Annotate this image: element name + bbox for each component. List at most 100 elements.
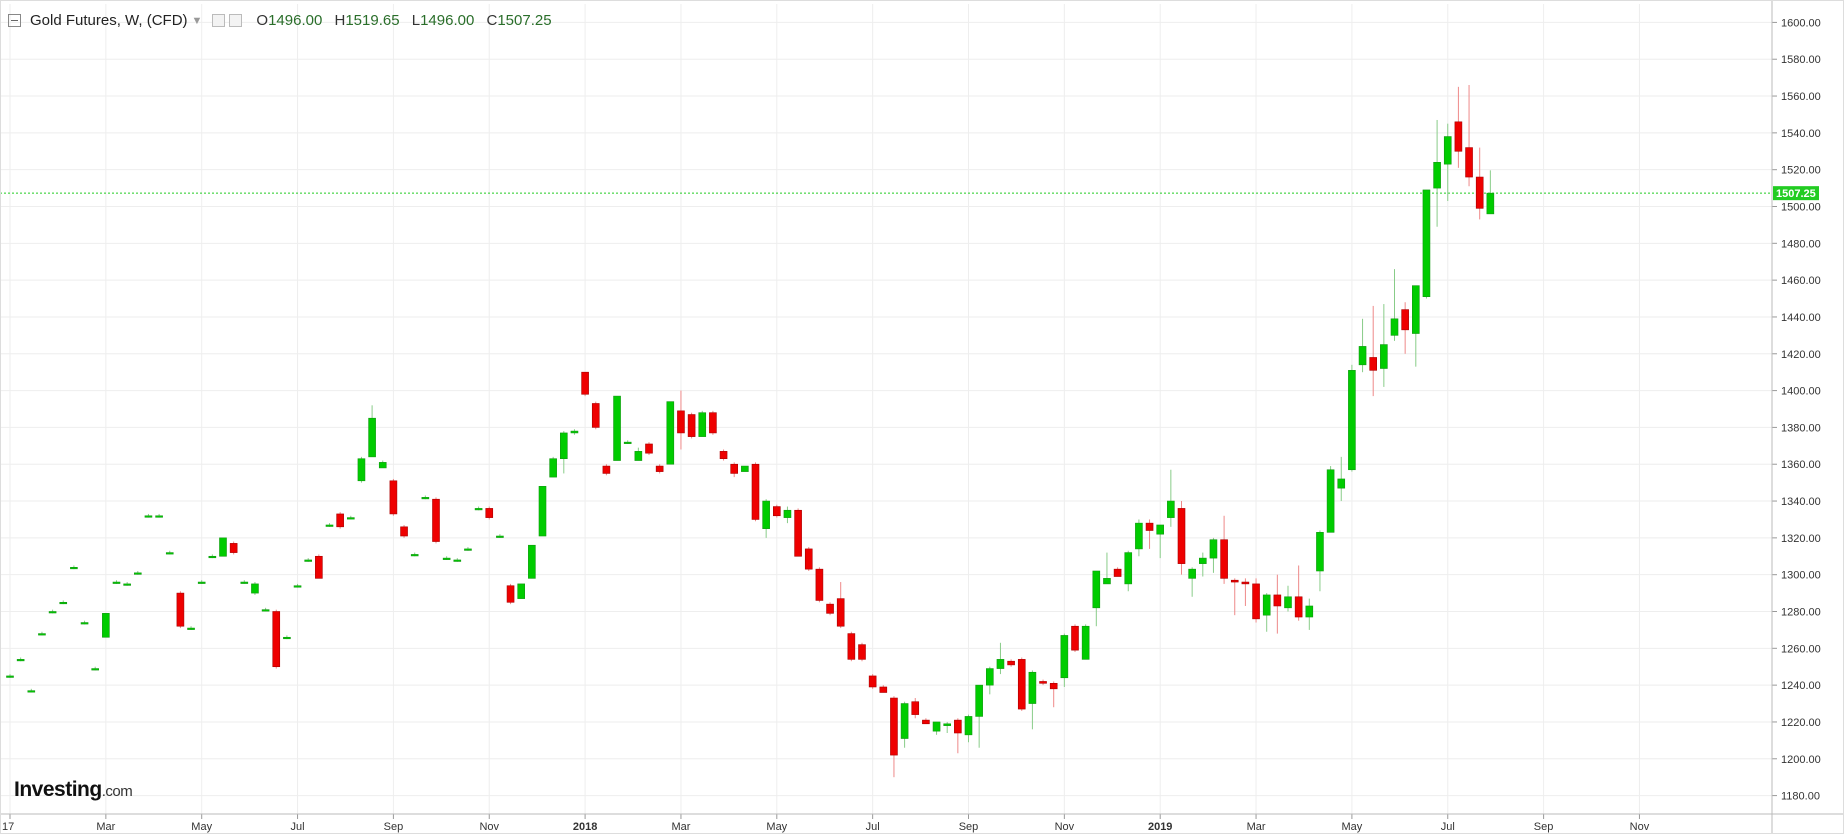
- candle[interactable]: [474, 506, 483, 511]
- candle[interactable]: [315, 554, 323, 579]
- candle[interactable]: [1348, 364, 1356, 472]
- candle[interactable]: [421, 495, 430, 500]
- candle[interactable]: [730, 462, 739, 478]
- candle[interactable]: [144, 513, 153, 518]
- candle[interactable]: [1422, 189, 1431, 299]
- candle[interactable]: [1007, 659, 1015, 667]
- candle[interactable]: [709, 410, 717, 435]
- candle[interactable]: [1475, 147, 1484, 220]
- candle[interactable]: [623, 440, 632, 444]
- candle[interactable]: [570, 429, 579, 435]
- candle[interactable]: [261, 607, 270, 612]
- candle[interactable]: [1135, 519, 1143, 557]
- candle[interactable]: [1188, 567, 1196, 597]
- candle[interactable]: [1401, 302, 1409, 354]
- candle[interactable]: [1358, 318, 1367, 373]
- candle[interactable]: [197, 580, 206, 584]
- candle[interactable]: [485, 506, 494, 520]
- candle[interactable]: [1167, 469, 1175, 527]
- candle[interactable]: [741, 465, 749, 472]
- candle[interactable]: [1071, 624, 1079, 652]
- candle[interactable]: [517, 583, 526, 599]
- candle[interactable]: [1081, 624, 1090, 660]
- candle[interactable]: [229, 541, 238, 555]
- candle[interactable]: [538, 486, 547, 537]
- candle[interactable]: [378, 460, 387, 469]
- collapse-icon[interactable]: [8, 14, 21, 27]
- candle[interactable]: [1092, 570, 1101, 627]
- candle[interactable]: [804, 547, 813, 571]
- candle[interactable]: [996, 642, 1005, 675]
- candle[interactable]: [1262, 593, 1271, 632]
- candle[interactable]: [964, 714, 973, 743]
- candle[interactable]: [27, 688, 36, 693]
- candle[interactable]: [762, 499, 770, 538]
- candle[interactable]: [346, 515, 355, 520]
- candle[interactable]: [847, 631, 856, 662]
- candle[interactable]: [389, 478, 398, 516]
- candle[interactable]: [879, 685, 888, 693]
- candle[interactable]: [975, 684, 983, 748]
- candle[interactable]: [304, 558, 313, 562]
- candle[interactable]: [1103, 552, 1111, 585]
- candle[interactable]: [38, 631, 46, 636]
- candle[interactable]: [1049, 681, 1058, 708]
- candle[interactable]: [1156, 524, 1164, 559]
- candle[interactable]: [1039, 679, 1047, 686]
- candle[interactable]: [858, 642, 866, 662]
- candle[interactable]: [293, 583, 302, 588]
- candle[interactable]: [432, 497, 440, 544]
- candle[interactable]: [1369, 305, 1377, 397]
- candle[interactable]: [187, 626, 195, 630]
- candle[interactable]: [719, 449, 728, 461]
- candle[interactable]: [134, 571, 142, 575]
- candle[interactable]: [559, 431, 568, 474]
- candle[interactable]: [1337, 456, 1346, 502]
- candle[interactable]: [70, 565, 78, 570]
- instrument-title[interactable]: Gold Futures, W, (CFD): [30, 12, 188, 29]
- candle[interactable]: [645, 442, 653, 456]
- candle[interactable]: [1326, 466, 1335, 533]
- candle[interactable]: [112, 580, 121, 584]
- candle[interactable]: [1390, 269, 1399, 341]
- candle[interactable]: [1305, 598, 1314, 630]
- candle[interactable]: [1145, 519, 1154, 549]
- candle[interactable]: [581, 371, 589, 397]
- candle[interactable]: [922, 718, 930, 725]
- candle[interactable]: [357, 456, 366, 483]
- candle[interactable]: [1028, 670, 1037, 730]
- candle[interactable]: [666, 401, 675, 465]
- candle[interactable]: [985, 666, 994, 695]
- candle[interactable]: [368, 405, 376, 458]
- candle[interactable]: [751, 462, 760, 522]
- candle[interactable]: [102, 613, 110, 638]
- candle[interactable]: [528, 544, 536, 579]
- candle[interactable]: [1199, 552, 1207, 577]
- candle[interactable]: [932, 721, 941, 735]
- candle[interactable]: [549, 456, 557, 478]
- candle[interactable]: [496, 534, 504, 538]
- candle[interactable]: [1433, 119, 1441, 227]
- candle[interactable]: [442, 556, 451, 560]
- candle[interactable]: [400, 524, 408, 538]
- candle[interactable]: [826, 602, 834, 616]
- candle[interactable]: [506, 583, 515, 605]
- candle[interactable]: [772, 504, 781, 518]
- candle[interactable]: [1209, 537, 1218, 573]
- candle[interactable]: [655, 464, 664, 474]
- candle[interactable]: [1294, 565, 1303, 621]
- candle[interactable]: [91, 666, 99, 671]
- candle[interactable]: [634, 447, 643, 461]
- candle[interactable]: [836, 582, 845, 629]
- candle[interactable]: [1017, 657, 1026, 711]
- candle[interactable]: [687, 412, 696, 439]
- candle[interactable]: [208, 554, 217, 559]
- candle[interactable]: [698, 410, 707, 437]
- candle[interactable]: [1273, 574, 1282, 634]
- candle[interactable]: [453, 558, 462, 562]
- candle[interactable]: [1060, 633, 1069, 687]
- candle[interactable]: [251, 582, 259, 595]
- candle[interactable]: [954, 718, 962, 754]
